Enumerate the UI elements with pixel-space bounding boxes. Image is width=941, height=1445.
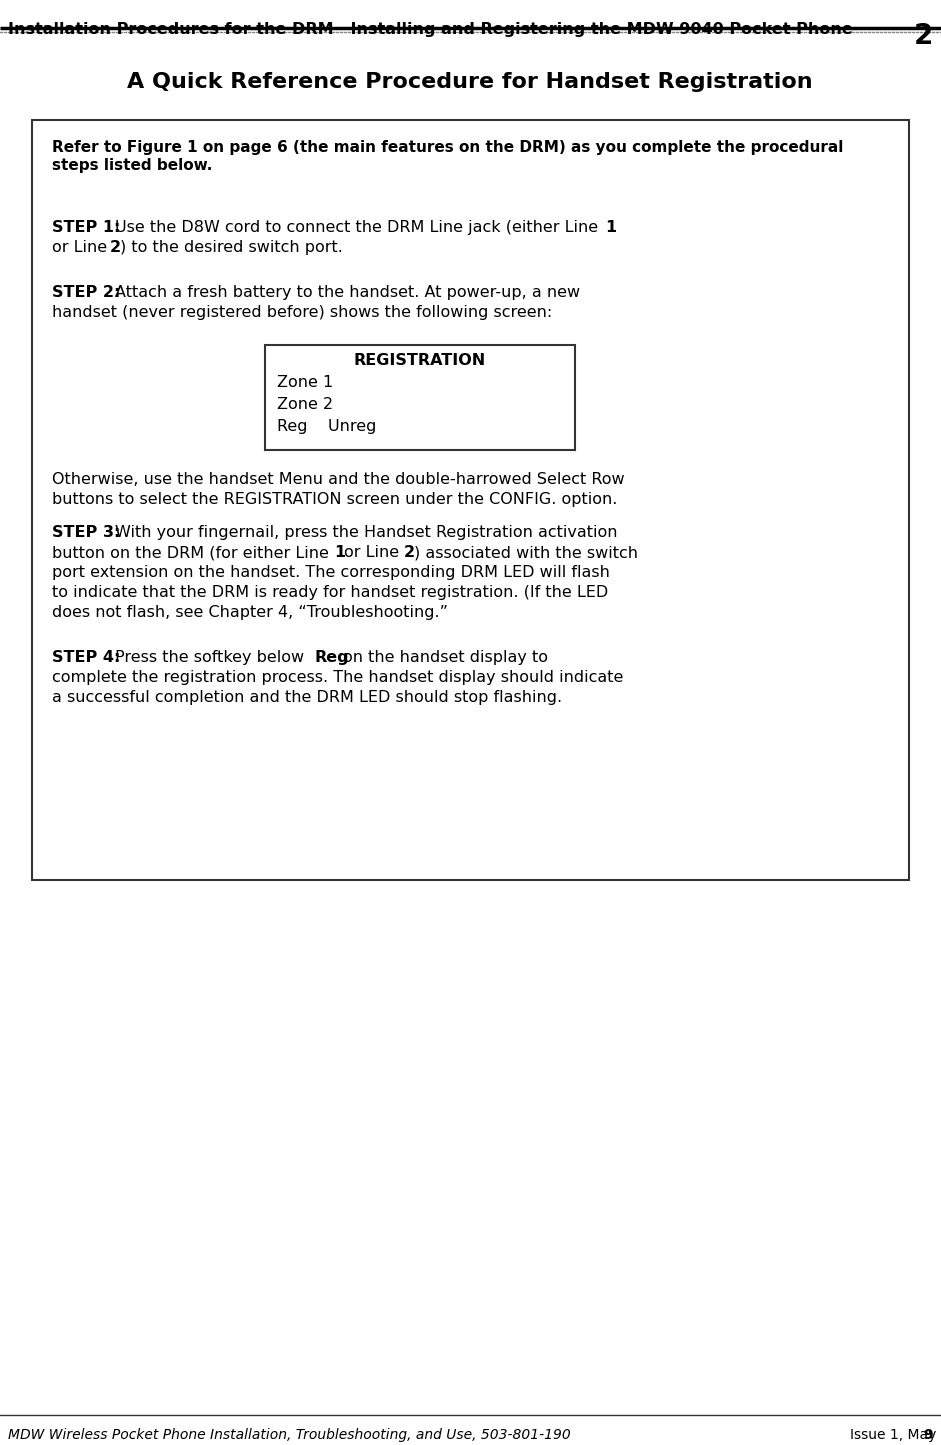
Text: 1: 1 bbox=[605, 220, 616, 236]
Text: Otherwise, use the handset Menu and the double-harrowed Select Row: Otherwise, use the handset Menu and the … bbox=[52, 473, 625, 487]
Text: port extension on the handset. The corresponding DRM LED will flash: port extension on the handset. The corre… bbox=[52, 565, 610, 579]
Text: ) associated with the switch: ) associated with the switch bbox=[414, 545, 638, 561]
Text: or Line: or Line bbox=[52, 240, 107, 254]
Text: Issue 1, May 2000: Issue 1, May 2000 bbox=[850, 1428, 941, 1442]
Text: buttons to select the REGISTRATION screen under the CONFIG. option.: buttons to select the REGISTRATION scree… bbox=[52, 491, 617, 507]
Text: 9: 9 bbox=[923, 1428, 933, 1442]
Text: Refer to Figure 1 on page 6 (the main features on the DRM) as you complete the p: Refer to Figure 1 on page 6 (the main fe… bbox=[52, 140, 843, 155]
Text: to indicate that the DRM is ready for handset registration. (If the LED: to indicate that the DRM is ready for ha… bbox=[52, 585, 608, 600]
Text: Reg    Unreg: Reg Unreg bbox=[277, 419, 376, 433]
Text: Installation Procedures for the DRM   Installing and Registering the MDW 9040 Po: Installation Procedures for the DRM Inst… bbox=[8, 22, 853, 38]
Text: Use the D8W cord to connect the DRM Line jack (either Line: Use the D8W cord to connect the DRM Line… bbox=[115, 220, 598, 236]
Text: Press the softkey below: Press the softkey below bbox=[115, 650, 304, 665]
Bar bbox=[265, 345, 575, 449]
Text: or Line: or Line bbox=[344, 545, 399, 561]
Text: Zone 2: Zone 2 bbox=[277, 397, 333, 412]
Text: complete the registration process. The handset display should indicate: complete the registration process. The h… bbox=[52, 670, 623, 685]
Text: 2: 2 bbox=[404, 545, 415, 561]
Text: 2: 2 bbox=[914, 22, 933, 51]
Bar bbox=[32, 120, 909, 880]
Text: handset (never registered before) shows the following screen:: handset (never registered before) shows … bbox=[52, 305, 552, 319]
Text: STEP 2:: STEP 2: bbox=[52, 285, 120, 301]
Text: Attach a fresh battery to the handset. At power-up, a new: Attach a fresh battery to the handset. A… bbox=[115, 285, 580, 301]
Text: A Quick Reference Procedure for Handset Registration: A Quick Reference Procedure for Handset … bbox=[127, 72, 813, 92]
Text: Reg: Reg bbox=[315, 650, 350, 665]
Text: Zone 1: Zone 1 bbox=[277, 376, 333, 390]
Text: steps listed below.: steps listed below. bbox=[52, 158, 213, 173]
Text: STEP 3:: STEP 3: bbox=[52, 525, 120, 540]
Text: STEP 1:: STEP 1: bbox=[52, 220, 120, 236]
Text: With your fingernail, press the Handset Registration activation: With your fingernail, press the Handset … bbox=[115, 525, 617, 540]
Text: STEP 4:: STEP 4: bbox=[52, 650, 120, 665]
Text: a successful completion and the DRM LED should stop flashing.: a successful completion and the DRM LED … bbox=[52, 691, 562, 705]
Text: does not flash, see Chapter 4, “Troubleshooting.”: does not flash, see Chapter 4, “Troubles… bbox=[52, 605, 448, 620]
Text: REGISTRATION: REGISTRATION bbox=[354, 353, 486, 368]
Text: on the handset display to: on the handset display to bbox=[343, 650, 548, 665]
Text: MDW Wireless Pocket Phone Installation, Troubleshooting, and Use, 503-801-190: MDW Wireless Pocket Phone Installation, … bbox=[8, 1428, 571, 1442]
Text: ) to the desired switch port.: ) to the desired switch port. bbox=[120, 240, 343, 254]
Text: 2: 2 bbox=[110, 240, 121, 254]
Text: 1: 1 bbox=[334, 545, 345, 561]
Text: button on the DRM (for either Line: button on the DRM (for either Line bbox=[52, 545, 328, 561]
